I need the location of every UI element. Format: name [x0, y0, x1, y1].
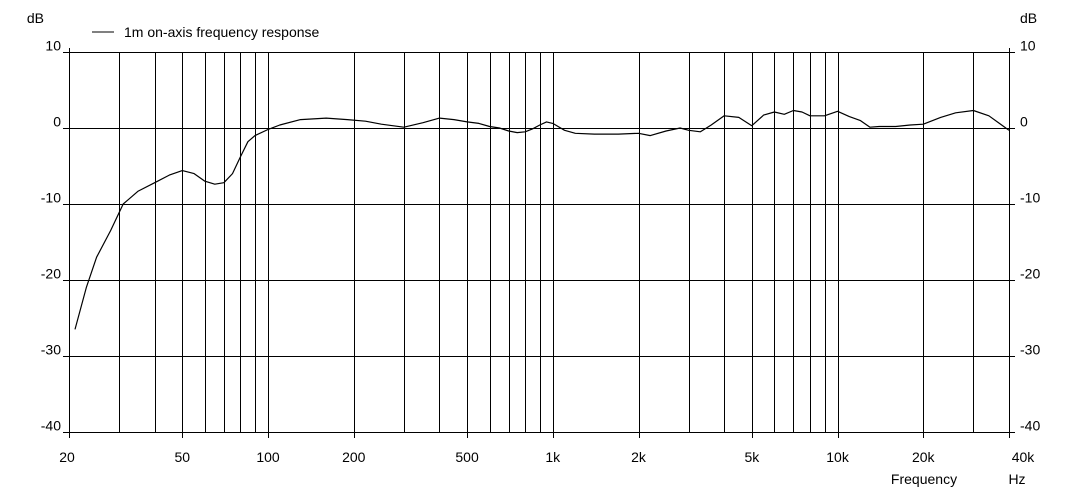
- y-tick-label-left: 10: [45, 38, 61, 54]
- y-tick-label-left: -20: [41, 266, 61, 282]
- y-tick-label-right: -30: [1020, 342, 1040, 358]
- y-tick-label-left: -40: [41, 418, 61, 434]
- x-tick-label: 10k: [826, 449, 850, 465]
- legend-label: 1m on-axis frequency response: [124, 24, 320, 40]
- y-tick-label-right: 0: [1020, 114, 1028, 130]
- x-unit-label: Hz: [1008, 471, 1025, 487]
- y-unit-right: dB: [1020, 10, 1037, 26]
- series-line: [74, 109, 1010, 330]
- y-unit-left: dB: [27, 10, 44, 26]
- y-tick-label-right: -10: [1020, 190, 1040, 206]
- x-tick-label: 20k: [912, 449, 936, 465]
- legend: 1m on-axis frequency response: [92, 24, 320, 40]
- y-tick-label-right: -20: [1020, 266, 1040, 282]
- x-tick-label: 500: [455, 449, 479, 465]
- y-tick-label-right: -40: [1020, 418, 1040, 434]
- y-tick-label-left: 0: [53, 114, 61, 130]
- x-tick-label: 200: [342, 449, 366, 465]
- x-tick-label: 5k: [744, 449, 760, 465]
- x-tick-label: 20: [59, 449, 75, 465]
- series-layer: [74, 109, 1010, 330]
- y-tick-label-left: -10: [41, 190, 61, 206]
- x-tick-label: 1k: [545, 449, 561, 465]
- x-tick-label: 2k: [631, 449, 647, 465]
- x-axis-label: Frequency: [891, 471, 957, 487]
- x-tick-label: 50: [175, 449, 191, 465]
- y-tick-label-right: 10: [1020, 38, 1036, 54]
- x-tick-label: 40k: [1012, 449, 1036, 465]
- grid: [63, 52, 1015, 433]
- plot-frame: [69, 48, 1010, 438]
- y-tick-label-left: -30: [41, 342, 61, 358]
- x-tick-label: 100: [256, 449, 280, 465]
